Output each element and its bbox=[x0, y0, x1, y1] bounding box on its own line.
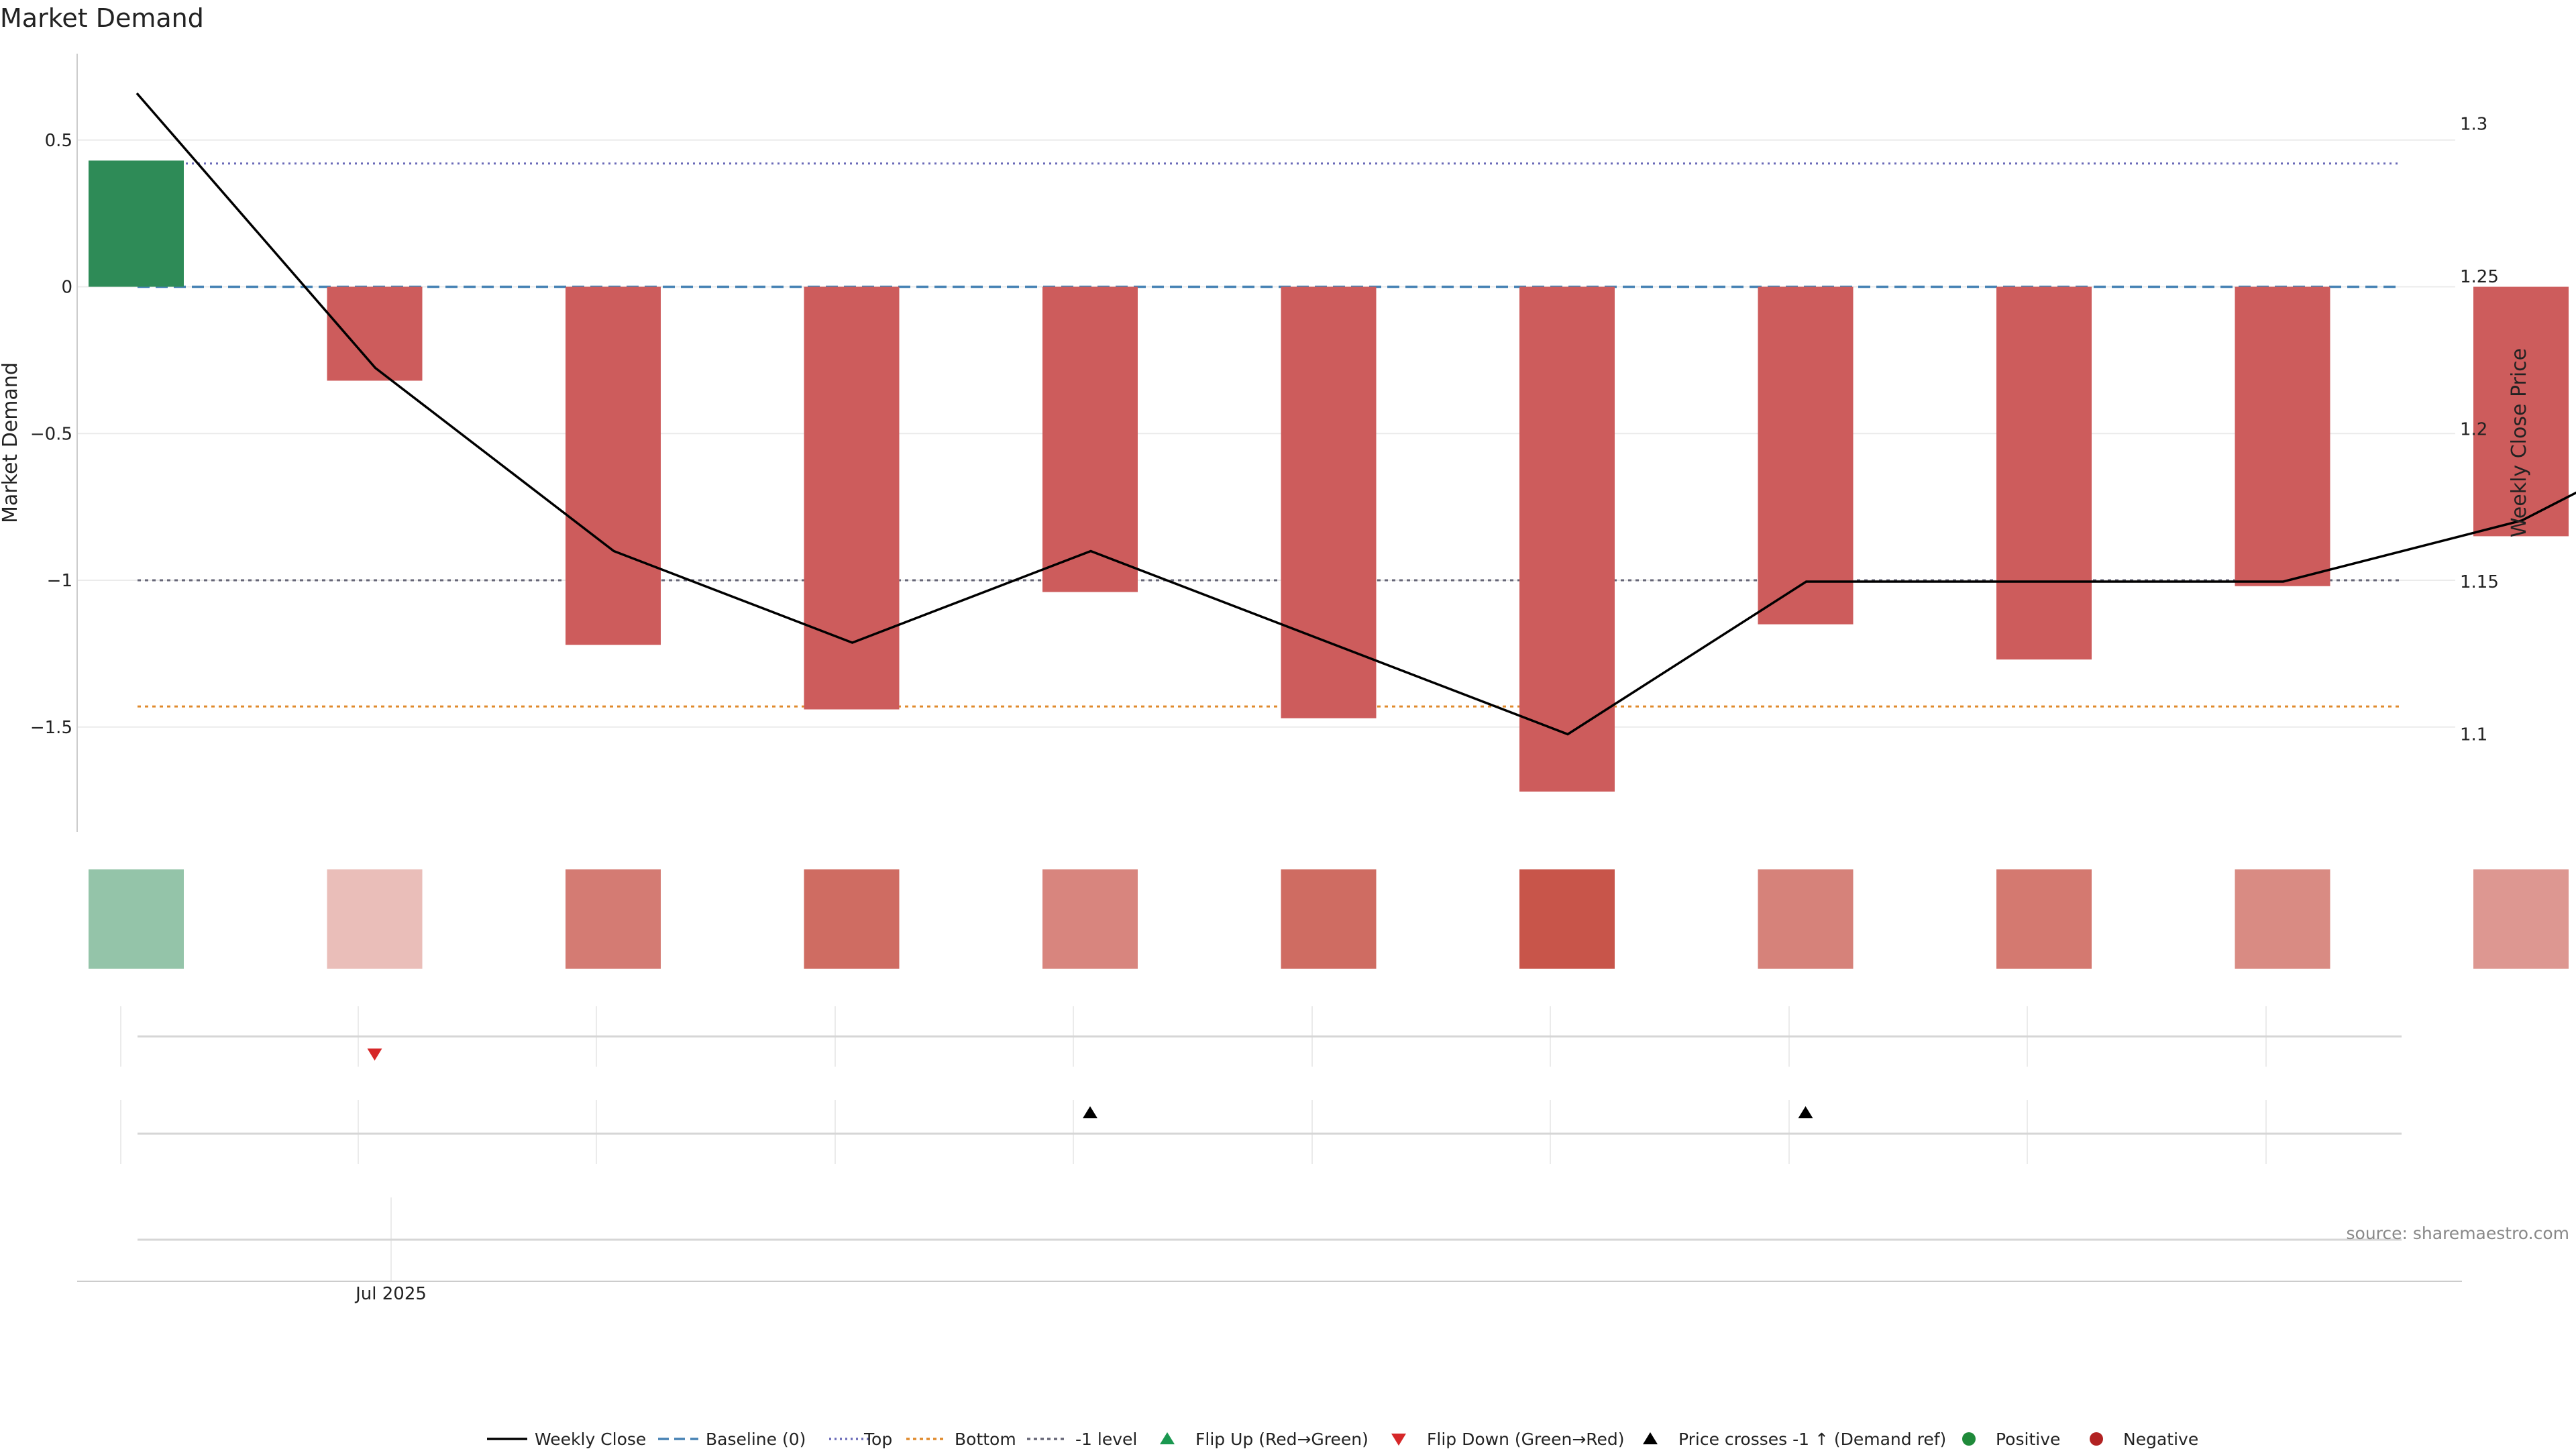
heat-cell bbox=[566, 869, 661, 969]
demand-bar bbox=[1042, 286, 1138, 592]
legend-label: Flip Up (Red→Green) bbox=[1195, 1430, 1368, 1449]
heat-cell bbox=[2235, 869, 2330, 969]
legend-label: Bottom bbox=[955, 1430, 1016, 1449]
heat-cell bbox=[2473, 869, 2569, 969]
heat-cell bbox=[1996, 869, 2092, 969]
demand-bar bbox=[2473, 286, 2569, 537]
demand-bars bbox=[89, 160, 2569, 792]
weekly-close-polyline bbox=[136, 92, 2576, 736]
legend-label: Negative bbox=[2123, 1430, 2198, 1449]
demand-bar bbox=[566, 286, 661, 645]
weekly-close-line bbox=[136, 92, 2576, 736]
left-tick-label: −1.5 bbox=[30, 718, 72, 738]
price-cross-panel bbox=[120, 1100, 2402, 1164]
gridlines bbox=[77, 139, 2455, 728]
right-tick-label: 1.1 bbox=[2460, 725, 2487, 745]
left-tick-label: 0 bbox=[61, 278, 72, 298]
flip-markers-panel bbox=[120, 1006, 2402, 1067]
left-tick-label: 0.5 bbox=[45, 131, 72, 151]
heat-cell bbox=[1758, 869, 1854, 969]
demand-bar bbox=[1996, 286, 2092, 660]
price-cross-marker bbox=[1798, 1106, 1813, 1118]
flip-down-marker bbox=[367, 1049, 382, 1061]
legend-label: Top bbox=[863, 1430, 892, 1449]
y-axis-label-left: Market Demand bbox=[0, 362, 22, 523]
demand-bar bbox=[1758, 286, 1854, 625]
legend-label: Flip Down (Green→Red) bbox=[1427, 1430, 1625, 1449]
left-tick-label: −0.5 bbox=[30, 424, 72, 444]
legend-dot-swatch bbox=[2090, 1432, 2103, 1446]
legend-marker-swatch bbox=[1643, 1432, 1658, 1444]
right-tick-label: 1.3 bbox=[2460, 115, 2487, 135]
heat-cell bbox=[1519, 869, 1615, 969]
legend-label: Weekly Close bbox=[535, 1430, 646, 1449]
date-axis-panel: Jul 2025 bbox=[77, 1197, 2462, 1304]
source-note: source: sharemaestro.com bbox=[2347, 1224, 2570, 1243]
y-axis-label-right: Weekly Close Price bbox=[2508, 348, 2531, 537]
legend-label: -1 level bbox=[1075, 1430, 1137, 1449]
price-cross-marker bbox=[1083, 1106, 1097, 1118]
heat-cell bbox=[1042, 869, 1138, 969]
legend: Weekly Close Baseline (0) Top Bottom -1 leve… bbox=[487, 1430, 2198, 1449]
demand-bar bbox=[804, 286, 900, 710]
legend-marker-swatch bbox=[1391, 1434, 1406, 1446]
demand-heat-strip bbox=[89, 869, 2569, 969]
demand-bar bbox=[89, 160, 184, 287]
legend-label: Price crosses -1 ↑ (Demand ref) bbox=[1678, 1430, 1946, 1449]
legend-label: Baseline (0) bbox=[706, 1430, 806, 1449]
right-tick-label: 1.2 bbox=[2460, 420, 2487, 440]
heat-cell bbox=[327, 869, 423, 969]
chart-title: Market Demand bbox=[0, 3, 204, 33]
heat-cell bbox=[1281, 869, 1377, 969]
heat-cell bbox=[804, 869, 900, 969]
left-tick-label: −1 bbox=[47, 571, 72, 591]
demand-bar bbox=[1519, 286, 1615, 792]
x-tick-label: Jul 2025 bbox=[354, 1284, 427, 1304]
legend-marker-swatch bbox=[1160, 1432, 1175, 1444]
legend-dot-swatch bbox=[1962, 1432, 1976, 1446]
demand-bar bbox=[327, 286, 423, 381]
right-tick-label: 1.15 bbox=[2460, 572, 2499, 592]
legend-label: Positive bbox=[1996, 1430, 2060, 1449]
axes: 0.5 0 −0.5 −1 −1.5 1.3 1.25 1.2 1.15 1.1 bbox=[30, 54, 2499, 832]
heat-cell bbox=[89, 869, 184, 969]
demand-bar bbox=[2235, 286, 2330, 586]
right-tick-label: 1.25 bbox=[2460, 267, 2499, 287]
demand-bar bbox=[1281, 286, 1377, 718]
